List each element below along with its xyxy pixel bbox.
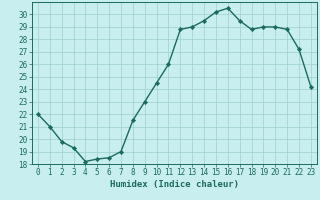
X-axis label: Humidex (Indice chaleur): Humidex (Indice chaleur): [110, 180, 239, 189]
